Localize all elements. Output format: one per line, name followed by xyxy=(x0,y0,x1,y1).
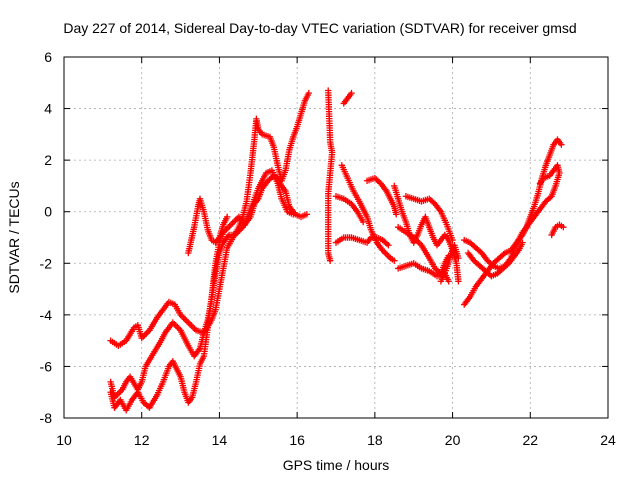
data-point xyxy=(560,223,567,231)
data-point xyxy=(383,240,391,248)
data-point xyxy=(558,141,565,148)
data-point xyxy=(303,211,311,218)
plot-frame xyxy=(63,56,609,419)
data-point xyxy=(445,278,452,285)
y-tick-label: -2 xyxy=(40,255,53,271)
data-point xyxy=(547,194,554,201)
data-point xyxy=(536,180,544,187)
data-point xyxy=(455,278,462,285)
chart-title: Day 227 of 2014, Sidereal Day-to-day VTE… xyxy=(63,20,576,36)
x-tick-label: 10 xyxy=(56,432,72,448)
data-point xyxy=(391,257,398,264)
y-tick-label: 4 xyxy=(44,101,52,117)
y-tick-label: -6 xyxy=(40,358,53,374)
data-point xyxy=(360,218,367,226)
data-point xyxy=(326,257,334,264)
data-point xyxy=(393,211,400,218)
x-tick-label: 16 xyxy=(289,432,305,448)
x-tick-label: 24 xyxy=(600,432,616,448)
x-tick-label: 22 xyxy=(522,432,538,448)
data-point xyxy=(224,213,231,221)
y-tick-label: 2 xyxy=(44,152,52,168)
x-axis-label: GPS time / hours xyxy=(283,457,390,473)
data-point xyxy=(500,251,507,258)
y-axis-label: SDTVAR / TECUs xyxy=(6,181,22,293)
y-tick-label: 0 xyxy=(44,204,52,220)
data-point xyxy=(290,211,297,218)
data-point xyxy=(519,239,526,246)
y-tick-label: -4 xyxy=(40,307,53,323)
axis-ticks xyxy=(63,56,609,419)
y-tick-label: 6 xyxy=(44,49,52,65)
data-point xyxy=(385,242,392,249)
data-point xyxy=(455,254,462,262)
data-point xyxy=(305,89,312,97)
x-tick-label: 18 xyxy=(367,432,383,448)
y-tick-label: -8 xyxy=(40,410,53,426)
x-tick-label: 14 xyxy=(212,432,228,448)
x-tick-label: 12 xyxy=(134,432,150,448)
data-point xyxy=(449,236,456,244)
data-points xyxy=(107,87,567,414)
x-tick-label: 20 xyxy=(445,432,461,448)
data-point xyxy=(348,89,355,97)
